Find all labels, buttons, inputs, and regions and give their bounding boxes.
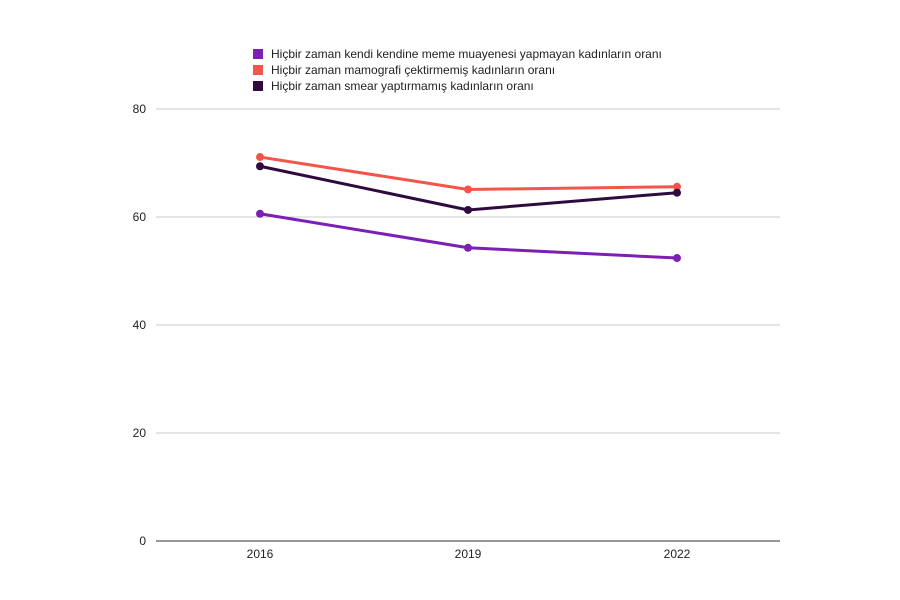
data-point bbox=[464, 243, 472, 252]
data-point bbox=[673, 188, 681, 197]
y-tick-label: 20 bbox=[133, 426, 147, 440]
series-1 bbox=[256, 209, 681, 263]
y-axis-ticks: 0 20 40 60 80 bbox=[133, 102, 147, 548]
x-axis-ticks: 2016 2019 2022 bbox=[247, 547, 691, 561]
legend-label: Hiçbir zaman kendi kendine meme muayenes… bbox=[271, 47, 662, 61]
legend-swatch bbox=[253, 49, 263, 59]
data-point bbox=[256, 153, 264, 162]
data-point bbox=[256, 162, 264, 171]
data-point bbox=[673, 254, 681, 263]
x-tick-label: 2019 bbox=[455, 547, 482, 561]
gridlines bbox=[156, 108, 780, 542]
data-point bbox=[673, 182, 681, 191]
y-tick-label: 40 bbox=[133, 318, 147, 332]
legend: Hiçbir zaman kendi kendine meme muayenes… bbox=[253, 47, 662, 93]
y-tick-label: 80 bbox=[133, 102, 147, 116]
legend-label: Hiçbir zaman smear yaptırmamış kadınları… bbox=[271, 79, 534, 93]
data-point bbox=[464, 185, 472, 194]
legend-swatch bbox=[253, 81, 263, 91]
legend-item: Hiçbir zaman smear yaptırmamış kadınları… bbox=[253, 79, 534, 93]
x-tick-label: 2022 bbox=[664, 547, 691, 561]
series-line bbox=[258, 155, 679, 191]
series-2 bbox=[256, 153, 681, 194]
data-point bbox=[256, 209, 264, 218]
legend-label: Hiçbir zaman mamografi çektirmemiş kadın… bbox=[271, 63, 555, 77]
legend-item: Hiçbir zaman mamografi çektirmemiş kadın… bbox=[253, 63, 555, 77]
y-tick-label: 60 bbox=[133, 210, 147, 224]
y-tick-label: 0 bbox=[139, 534, 146, 548]
series-group bbox=[256, 153, 681, 263]
x-tick-label: 2016 bbox=[247, 547, 274, 561]
series-3 bbox=[256, 162, 681, 214]
data-point bbox=[464, 205, 472, 214]
legend-swatch bbox=[253, 65, 263, 75]
legend-item: Hiçbir zaman kendi kendine meme muayenes… bbox=[253, 47, 662, 61]
